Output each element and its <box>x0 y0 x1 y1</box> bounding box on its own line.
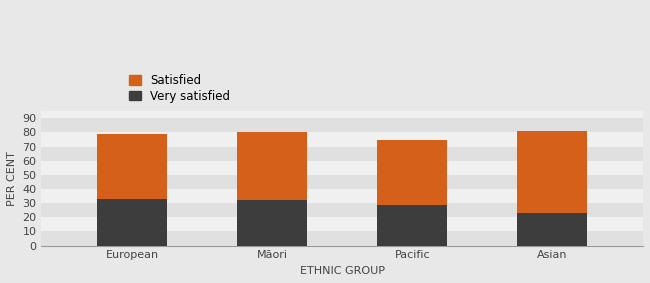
Bar <box>42 231 643 246</box>
X-axis label: ETHNIC GROUP: ETHNIC GROUP <box>300 266 385 276</box>
Bar <box>42 132 643 147</box>
Bar <box>42 189 643 203</box>
Bar <box>237 132 307 200</box>
Y-axis label: PER CENT: PER CENT <box>7 151 17 206</box>
Bar <box>377 140 447 205</box>
Legend: Satisfied, Very satisfied: Satisfied, Very satisfied <box>125 70 234 106</box>
Bar <box>42 217 643 231</box>
Bar <box>237 200 307 246</box>
Bar <box>42 104 643 118</box>
Bar <box>98 199 168 246</box>
Bar <box>42 203 643 217</box>
Bar <box>377 205 447 246</box>
Bar <box>517 213 587 246</box>
Bar <box>98 134 168 199</box>
Bar <box>42 175 643 189</box>
Bar <box>42 147 643 161</box>
Bar <box>42 118 643 132</box>
Bar <box>42 161 643 175</box>
Bar <box>517 131 587 213</box>
